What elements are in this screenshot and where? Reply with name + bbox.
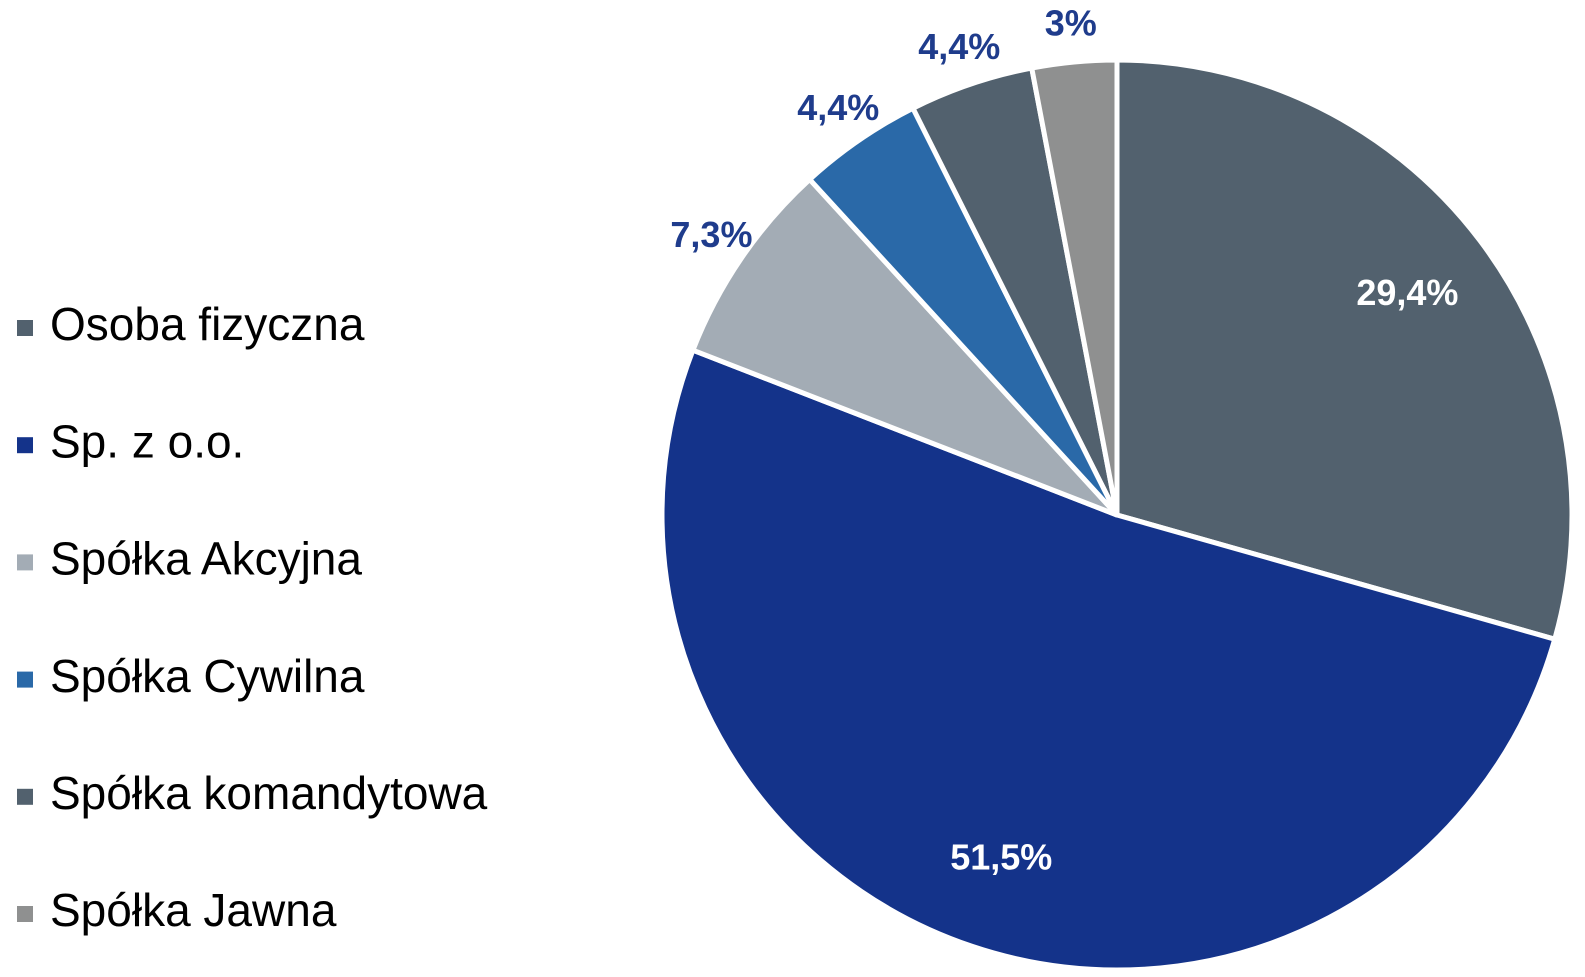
data-label: 3% [1045,2,1097,43]
pie-slice [1029,57,1120,518]
legend-swatch [17,906,33,922]
pie-slice [659,347,1558,973]
data-label: 51,5% [950,837,1052,878]
legend-label: Spółka Jawna [50,884,337,936]
legend-swatch [17,788,33,805]
pie-slice [690,176,1120,518]
legend-swatch [17,671,33,688]
legend-label: Spółka komandytowa [50,767,488,819]
data-label: 4,4% [797,87,879,128]
legend-label: Spółka Cywilna [50,650,365,702]
pie-slice [1114,57,1575,642]
legend-swatch [17,554,33,571]
legend-label: Sp. z o.o. [50,415,244,467]
data-label: 7,3% [670,214,752,255]
legend-label: Osoba fizyczna [50,298,365,350]
legend-swatch [17,320,33,336]
data-label: 4,4% [918,26,1000,67]
data-label: 29,4% [1356,272,1458,313]
legend-swatch [17,437,33,454]
legend-label: Spółka Akcyjna [50,533,362,585]
